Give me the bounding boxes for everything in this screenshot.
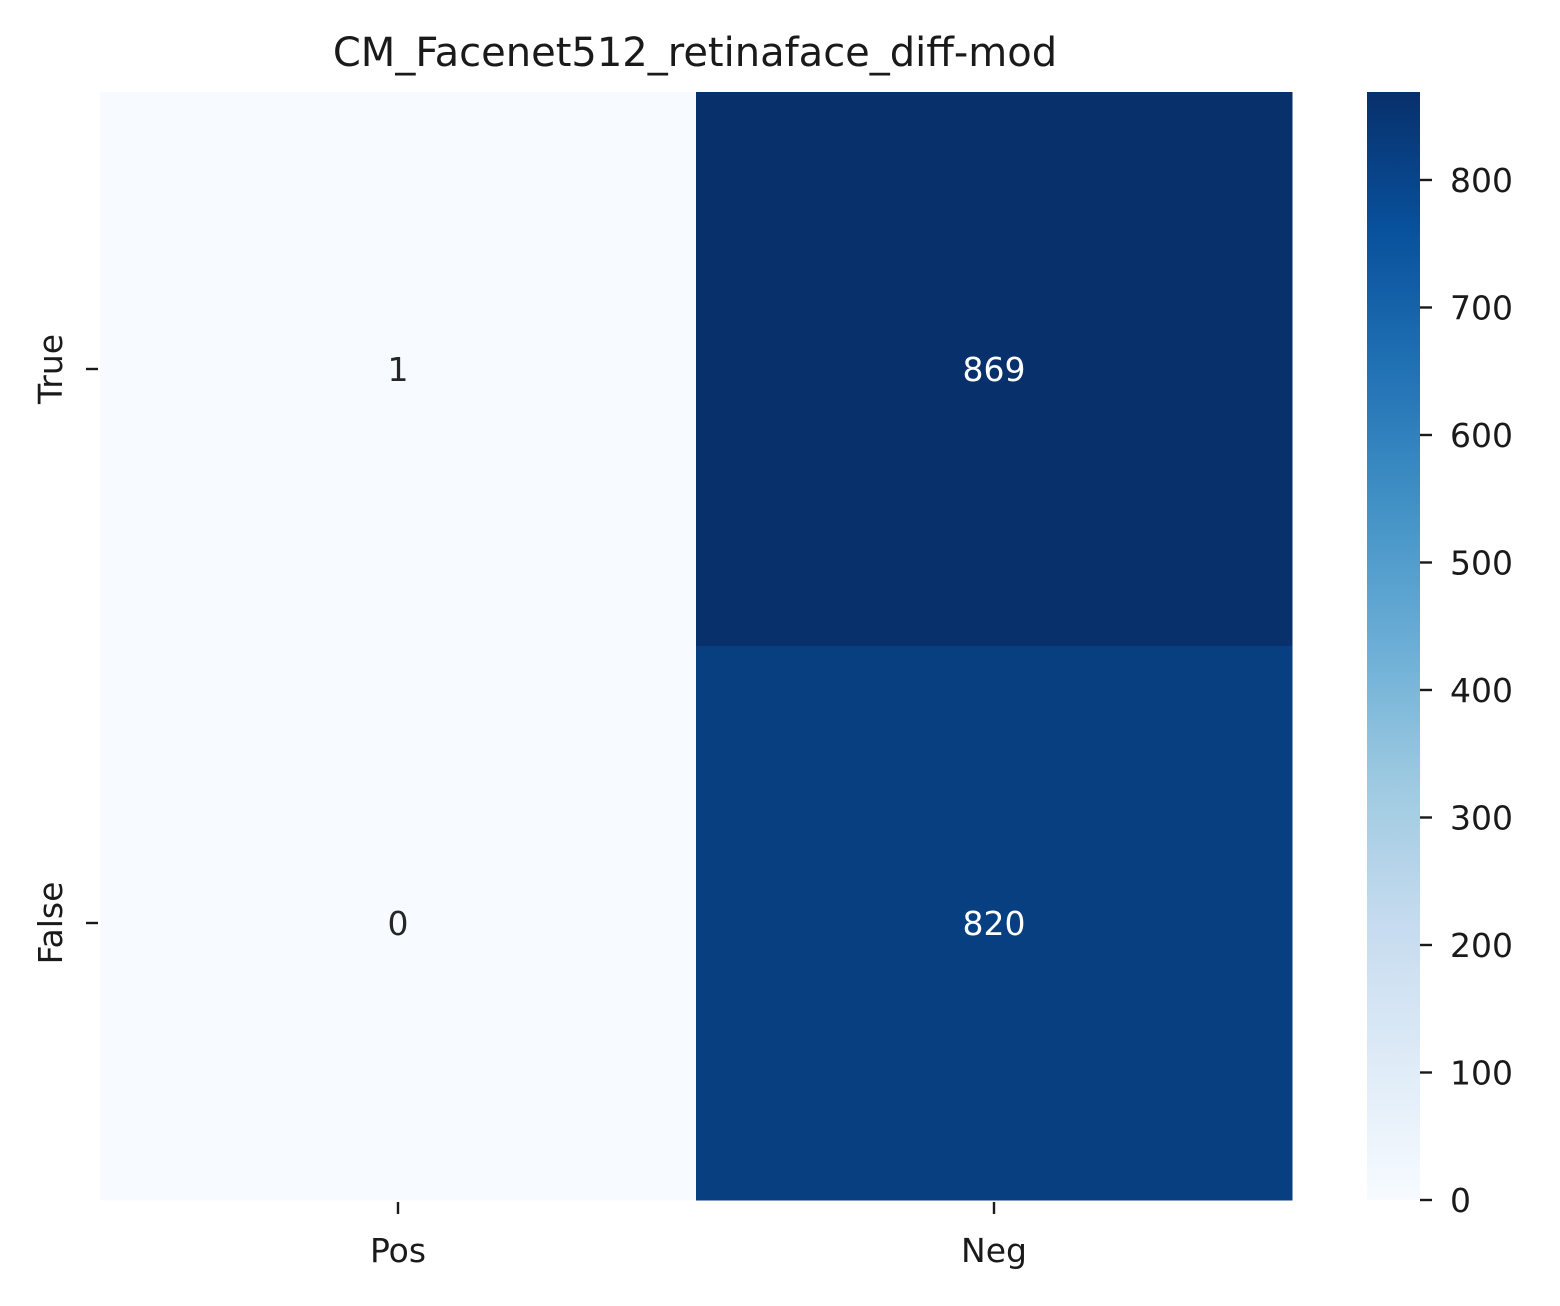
x-tick-label-0: Pos xyxy=(370,1231,426,1270)
y-axis: True False xyxy=(31,334,98,964)
heatmap-cell-0-1 xyxy=(696,92,1293,647)
cell-value-1-0: 0 xyxy=(388,904,409,943)
y-tick-label-0: True xyxy=(31,334,70,405)
cell-value-0-0: 1 xyxy=(388,350,409,389)
colorbar-tick-label-5: 500 xyxy=(1450,543,1513,582)
colorbar-tick-label-1: 100 xyxy=(1450,1053,1513,1092)
colorbar xyxy=(1367,92,1420,1200)
cell-value-0-1: 869 xyxy=(963,350,1026,389)
colorbar-tick-label-3: 300 xyxy=(1450,798,1513,837)
y-tick-label-1: False xyxy=(31,882,70,965)
x-tick-label-1: Neg xyxy=(961,1231,1027,1270)
colorbar-tick-label-7: 700 xyxy=(1450,288,1513,327)
x-axis: Pos Neg xyxy=(370,1202,1027,1270)
colorbar-tick-label-4: 400 xyxy=(1450,671,1513,710)
colorbar-tick-label-2: 200 xyxy=(1450,926,1513,965)
heatmap-cell-1-0 xyxy=(100,646,697,1201)
heatmap-cells: 1 869 0 820 xyxy=(100,92,1293,1201)
chart-title: CM_Facenet512_retinaface_diff-mod xyxy=(333,30,1057,76)
cell-value-1-1: 820 xyxy=(963,904,1026,943)
heatmap-cell-0-0 xyxy=(100,92,697,647)
colorbar-ticks: 0 100 200 300 400 500 600 700 800 xyxy=(1420,161,1513,1220)
colorbar-tick-label-8: 800 xyxy=(1450,161,1513,200)
colorbar-tick-label-0: 0 xyxy=(1450,1181,1471,1220)
heatmap-cell-1-1 xyxy=(696,646,1293,1201)
colorbar-tick-label-6: 600 xyxy=(1450,416,1513,455)
